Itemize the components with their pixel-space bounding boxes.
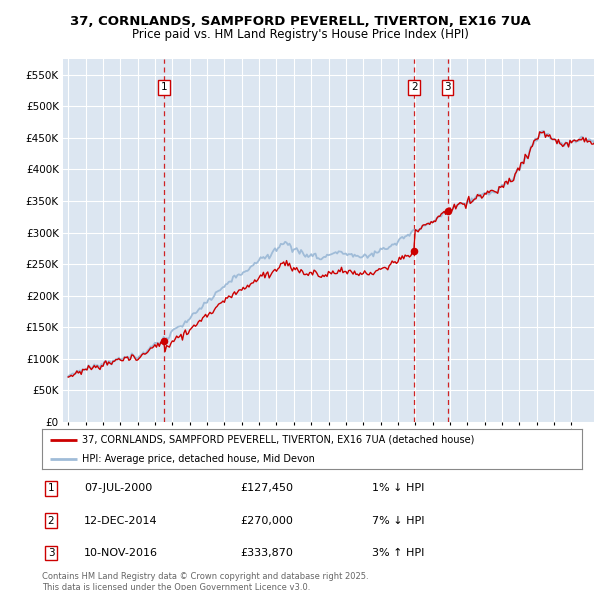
Text: 12-DEC-2014: 12-DEC-2014: [84, 516, 158, 526]
Text: 1: 1: [47, 483, 55, 493]
Text: 1% ↓ HPI: 1% ↓ HPI: [372, 483, 424, 493]
Text: 2: 2: [47, 516, 55, 526]
Text: 10-NOV-2016: 10-NOV-2016: [84, 548, 158, 558]
Text: 37, CORNLANDS, SAMPFORD PEVERELL, TIVERTON, EX16 7UA: 37, CORNLANDS, SAMPFORD PEVERELL, TIVERT…: [70, 15, 530, 28]
Text: 37, CORNLANDS, SAMPFORD PEVERELL, TIVERTON, EX16 7UA (detached house): 37, CORNLANDS, SAMPFORD PEVERELL, TIVERT…: [83, 435, 475, 445]
Text: 3: 3: [444, 83, 451, 93]
Text: £127,450: £127,450: [240, 483, 293, 493]
Text: 3% ↑ HPI: 3% ↑ HPI: [372, 548, 424, 558]
Text: 1: 1: [161, 83, 167, 93]
Text: £333,870: £333,870: [240, 548, 293, 558]
Point: [443, 206, 452, 216]
Text: 7% ↓ HPI: 7% ↓ HPI: [372, 516, 425, 526]
Text: Contains HM Land Registry data © Crown copyright and database right 2025.
This d: Contains HM Land Registry data © Crown c…: [42, 572, 368, 590]
Point: [410, 247, 419, 256]
Point: [159, 337, 169, 346]
Text: 2: 2: [411, 83, 418, 93]
Text: £270,000: £270,000: [240, 516, 293, 526]
Text: 07-JUL-2000: 07-JUL-2000: [84, 483, 152, 493]
Text: Price paid vs. HM Land Registry's House Price Index (HPI): Price paid vs. HM Land Registry's House …: [131, 28, 469, 41]
Text: 3: 3: [47, 548, 55, 558]
Text: HPI: Average price, detached house, Mid Devon: HPI: Average price, detached house, Mid …: [83, 454, 316, 464]
